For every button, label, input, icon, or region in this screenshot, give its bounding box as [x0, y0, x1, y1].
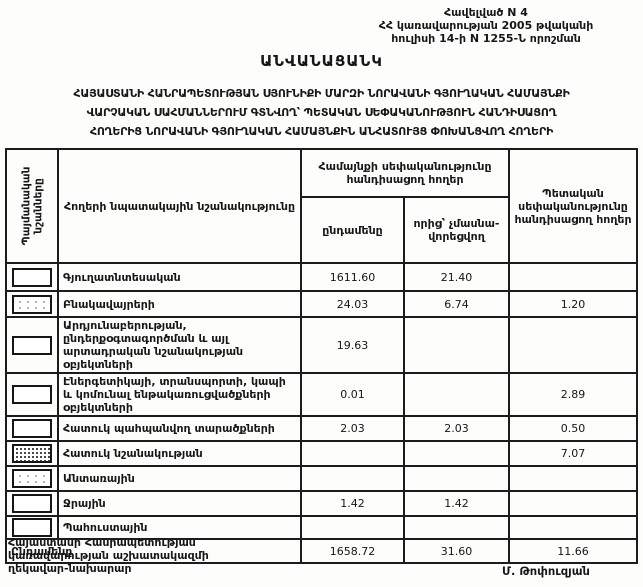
state-property-column-header: Պետական սեփականությունը հանդիսացող հողեր	[508, 148, 638, 264]
annex-line: Հավելված N 4	[444, 6, 528, 19]
table-row: Ջրային 1.42 1.42	[5, 490, 638, 517]
state-value: 7.07	[508, 440, 638, 467]
state-value: 1.20	[508, 290, 638, 318]
non-privatized-value: 21.40	[403, 262, 510, 292]
community-total-value	[300, 465, 405, 492]
table-row: Հատուկ պահպանվող տարածքների 2.03 2.03 0.…	[5, 415, 638, 442]
state-value	[508, 465, 638, 492]
document-subtitle: ՀԱՅԱՍՏԱՆԻ ՀԱՆՐԱՊԵՏՈՒԹՅԱՆ ՍՅՈՒՆԻՔԻ ՄԱՐԶԻ …	[2, 84, 641, 141]
table-row: Արդյունաբերության, ընդերքօգտագործման և ա…	[5, 316, 638, 374]
purpose-column-header: Հողերի նպատակային նշանակությունը	[57, 148, 302, 264]
legend-box	[12, 469, 52, 488]
non-privatized-value: 2.03	[403, 415, 510, 442]
signature-name: Մ. Թոփուզյան	[502, 564, 590, 578]
land-purpose-label: Գյուղատնտեսական	[57, 262, 302, 292]
symbols-column-header-label: Պայմանական նշանները	[20, 166, 44, 246]
subtitle-line: ՀՈՂԵՐԻՑ ՆՈՐԱՎԱՆԻ ԳՅՈՒՂԱԿԱՆ ՀԱՄԱՅՆՔԻՆ ԱՆՀ…	[89, 125, 554, 138]
symbols-column-header: Պայմանական նշանները	[5, 148, 59, 264]
table-row: Անտառային	[5, 465, 638, 492]
annex-line: հուլիսի 14-ի N 1255-Ն որոշման	[391, 32, 581, 45]
signatory-block: Հայաստանի Հանրապետության կառավարության ա…	[8, 536, 209, 575]
land-purpose-label: Անտառային	[57, 465, 302, 492]
table-row: Պահուստային	[5, 515, 638, 540]
legend-cell	[5, 515, 59, 540]
legend-box	[12, 267, 52, 287]
legend-box	[12, 419, 52, 438]
state-value	[508, 262, 638, 292]
land-purpose-label: Հատուկ պահպանվող տարածքների	[57, 415, 302, 442]
legend-box	[12, 494, 52, 513]
legend-box	[12, 294, 52, 314]
annex-reference: Հավելված N 4 ՀՀ կառավարության 2005 թվակա…	[330, 6, 642, 45]
community-total-value: 24.03	[300, 290, 405, 318]
signatory-line: Հայաստանի Հանրապետության	[8, 536, 196, 549]
legend-cell	[5, 415, 59, 442]
annex-line: ՀՀ կառավարության 2005 թվականի	[378, 19, 594, 32]
total-row: Ընդամենը 1658.72 31.60 11.66	[5, 538, 638, 564]
state-value: 0.50	[508, 415, 638, 442]
legend-box	[12, 444, 52, 463]
non-privatized-value	[403, 372, 510, 417]
land-transfer-table: Պայմանական նշանները Հողերի նպատակային նշ…	[5, 148, 638, 564]
state-value: 2.89	[508, 372, 638, 417]
non-privatized-value	[403, 316, 510, 374]
legend-cell	[5, 290, 59, 318]
legend-cell	[5, 490, 59, 517]
legend-cell	[5, 316, 59, 374]
land-purpose-label: Պահուստային	[57, 515, 302, 540]
legend-box	[12, 385, 52, 404]
state-value	[508, 515, 638, 540]
subtitle-line: ՎԱՐՉԱԿԱՆ ՍԱՀՄԱՆՆԵՐՈՒՄ ԳՏՆՎՈՂ՝ ՊԵՏԱԿԱՆ ՍԵ…	[86, 106, 557, 119]
header-row-sub: ընդամենը որից՝ չմասնա-վորեցվող	[6, 196, 637, 264]
non-privatized-value	[403, 515, 510, 540]
community-property-group-header: Համայնքի սեփականությունը հանդիսացող հողե…	[300, 148, 510, 198]
community-total-value: 1611.60	[300, 262, 405, 292]
signatory-line: ղեկավար-նախարար	[8, 562, 132, 575]
community-total-value: 1.42	[300, 490, 405, 517]
non-privatized-value: 1.42	[403, 490, 510, 517]
legend-cell	[5, 440, 59, 467]
total-row-label: Ընդամենը	[5, 538, 302, 564]
community-total-value: 19.63	[300, 316, 405, 374]
legend-cell	[5, 262, 59, 292]
table-row: Հատուկ նշանակության 7.07	[5, 440, 638, 467]
land-purpose-label: Ջրային	[57, 490, 302, 517]
legend-box	[12, 335, 52, 355]
table-row: Էներգետիկայի, տրանսպորտի, կապի և կոմունա…	[5, 372, 638, 417]
legend-cell	[5, 465, 59, 492]
table-row: Բնակավայրերի 24.03 6.74 1.20	[5, 290, 638, 318]
community-total-value: 2.03	[300, 415, 405, 442]
community-total-value	[300, 440, 405, 467]
non-privatized-column-header: որից՝ չմասնա-վորեցվող	[403, 196, 510, 264]
total-non-privatized-value: 31.60	[403, 538, 510, 564]
state-value	[508, 316, 638, 374]
header-row-group: Պայմանական նշանները Հողերի նպատակային նշ…	[5, 148, 638, 264]
subtitle-line: ՀԱՅԱՍՏԱՆԻ ՀԱՆՐԱՊԵՏՈՒԹՅԱՆ ՍՅՈՒՆԻՔԻ ՄԱՐԶԻ …	[73, 87, 570, 100]
land-purpose-label: Արդյունաբերության, ընդերքօգտագործման և ա…	[57, 316, 302, 374]
signatory-line: կառավարության աշխատակազմի	[8, 549, 209, 562]
total-state-value: 11.66	[508, 538, 638, 564]
community-total-value: 0.01	[300, 372, 405, 417]
land-purpose-label: Հատուկ նշանակության	[57, 440, 302, 467]
state-value	[508, 490, 638, 517]
non-privatized-value	[403, 465, 510, 492]
table-row: Գյուղատնտեսական 1611.60 21.40	[5, 262, 638, 292]
community-total-column-header: ընդամենը	[300, 196, 405, 264]
non-privatized-value: 6.74	[403, 290, 510, 318]
land-purpose-label: Բնակավայրերի	[57, 290, 302, 318]
non-privatized-value	[403, 440, 510, 467]
legend-box	[12, 518, 52, 537]
community-total-value	[300, 515, 405, 540]
legend-cell	[5, 372, 59, 417]
total-community-total-value: 1658.72	[300, 538, 405, 564]
land-purpose-label: Էներգետիկայի, տրանսպորտի, կապի և կոմունա…	[57, 372, 302, 417]
page-title: ԱՆՎԱՆԱՑԱՆԿ	[260, 52, 383, 70]
